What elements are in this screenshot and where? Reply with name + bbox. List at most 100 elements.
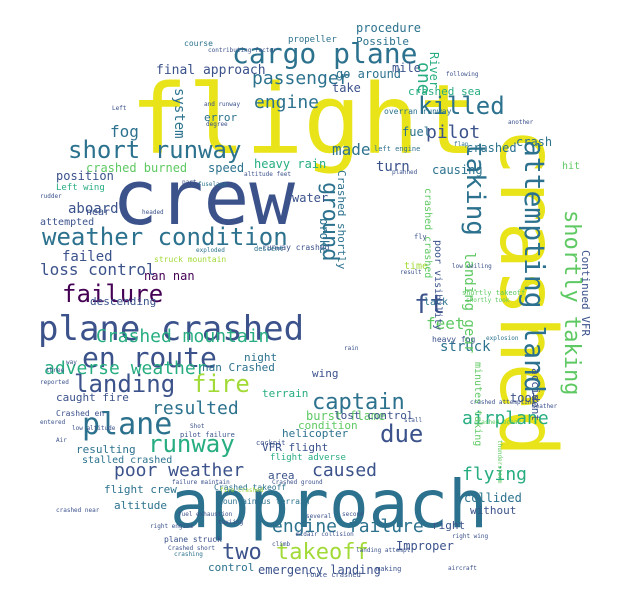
word-air: Air: [56, 437, 67, 444]
word-poor-weather: poor weather: [114, 460, 245, 481]
word-wing: wing: [312, 367, 339, 380]
word-vfr-flight: VFR flight: [262, 441, 329, 454]
word-crashed-sea: crashed sea: [408, 85, 481, 98]
word-shortly-taking: shortly taking: [559, 210, 584, 396]
word-explosion: explosion: [486, 335, 519, 342]
word-mountainous-terrain: mountainous terrain: [218, 497, 310, 506]
word-broke: broke: [317, 218, 331, 255]
word-engine-failure: engine failure: [272, 516, 424, 537]
word-crashed-burned: crashed burned: [86, 161, 188, 175]
word-resulted: resulted: [152, 398, 239, 419]
word-failure-maintain: failure maintain: [172, 479, 230, 486]
word-altitude-feet: altitude feet: [244, 171, 291, 178]
word-loss-control: loss control: [40, 260, 156, 279]
word-made: made: [332, 140, 371, 159]
word-heavy-rain: heavy rain: [254, 157, 327, 171]
word-landing-attempt: landing attempt: [356, 547, 411, 554]
word-continued-vfr: Continued VFR: [579, 250, 592, 337]
word-weather-condition: weather condition: [42, 223, 288, 251]
word-entered: entered: [40, 419, 66, 426]
word-runway-crashed: runway crashed: [262, 243, 330, 252]
word-lack: lack: [424, 297, 449, 308]
word-caused: caused: [312, 460, 378, 481]
word-crashed-shortly: Crashed shortly: [335, 170, 348, 270]
word-river: River: [427, 52, 441, 89]
word-ft: ft: [414, 290, 446, 320]
word-engine: engine: [254, 92, 320, 113]
word-adverse-weather: adverse weather: [44, 358, 207, 379]
word-weather: weather: [532, 403, 558, 410]
word-crew: crew: [112, 153, 296, 242]
word-burst-flame: burst flame: [306, 409, 386, 423]
word-position: position: [56, 169, 114, 183]
word-poor-visibility: poor visibility: [432, 240, 443, 331]
word-fuselage: fuselage: [198, 181, 227, 188]
word-reported: reported: [40, 379, 69, 386]
word-and-runway: and runway: [204, 101, 241, 108]
word-time: time: [404, 261, 429, 272]
word-failure: failure: [62, 280, 164, 308]
word-another: another: [508, 119, 534, 126]
word-crashed-near: crashed near: [56, 507, 100, 514]
word-condition: condition: [298, 419, 358, 432]
word-runway: runway: [148, 430, 235, 458]
word-crashed-takeoff: Crashed takeoff: [214, 483, 287, 492]
word-helicopter: helicopter: [282, 427, 349, 440]
word-cockpit: cockpit: [256, 439, 286, 447]
word-go-around: go around: [336, 67, 402, 81]
word-plane: plane: [82, 407, 173, 442]
word-contributing-factor: contributing factor: [208, 47, 277, 54]
word-two: two: [222, 540, 262, 565]
word-take: take: [332, 81, 361, 95]
word-stall: stall: [404, 417, 423, 424]
word-left-wing: Left wing: [56, 183, 105, 193]
word-accident: accident: [529, 368, 542, 421]
word-flight-crew: flight crew: [104, 483, 177, 496]
word-climb: climb: [272, 541, 291, 548]
word-flight: flight: [130, 64, 477, 176]
word-water: water: [292, 191, 329, 205]
word-crashed-mountain: Crashed mountain: [96, 326, 270, 347]
word-landing-gear: landing gear: [461, 252, 477, 354]
word-system: system: [171, 88, 187, 139]
word-shortly-takeoff: shortly takeoff: [462, 289, 526, 297]
word-aircraft: aircraft: [448, 565, 477, 572]
word-crashed-ground: Crashed ground: [272, 479, 323, 486]
word-course: course: [184, 39, 213, 48]
word-resulting: resulting: [76, 443, 136, 456]
word-flight-adverse: flight adverse: [270, 453, 346, 463]
word-mile: mile: [392, 61, 421, 75]
word-flying: flying: [462, 464, 528, 485]
word-failed: failed: [62, 249, 113, 265]
word-fuel: fuel: [402, 125, 431, 139]
word-causing: causing: [432, 163, 483, 177]
word-attempting-land: attempting land: [518, 140, 551, 393]
word-due: due: [380, 420, 424, 448]
word-shortly-took: shortly took: [466, 297, 510, 304]
word-right-engine: right engine: [150, 523, 194, 530]
word-fire: fire: [192, 370, 250, 398]
word-killed: killed: [418, 92, 505, 120]
word-nan-crashed: nan Crashed: [202, 361, 275, 374]
word-caught-fire: caught fire: [56, 391, 129, 404]
word-propeller: propeller: [288, 35, 337, 45]
word-error: error: [204, 111, 238, 124]
word-without: without: [470, 504, 517, 517]
word-procedure: procedure: [356, 21, 422, 35]
word-crashed-attempting: crashed attempting: [470, 399, 536, 406]
word-takeoff: takeoff: [276, 540, 369, 565]
word-part: part: [182, 179, 197, 186]
word-possible: Possible: [356, 35, 409, 48]
word-fog: fog: [110, 122, 139, 141]
word-feet: feet: [426, 314, 465, 333]
word-final-approach: final approach: [156, 63, 266, 78]
word-plane-struck: plane struck: [164, 535, 222, 544]
word-night: night: [244, 351, 278, 364]
word-making: making: [376, 565, 402, 573]
word-crash: crash: [516, 135, 553, 149]
word-pilot-failure: pilot failure: [180, 431, 235, 439]
word-attempted: attempted: [40, 217, 95, 228]
word-following: following: [446, 71, 479, 78]
word-collided: collided: [464, 491, 522, 505]
